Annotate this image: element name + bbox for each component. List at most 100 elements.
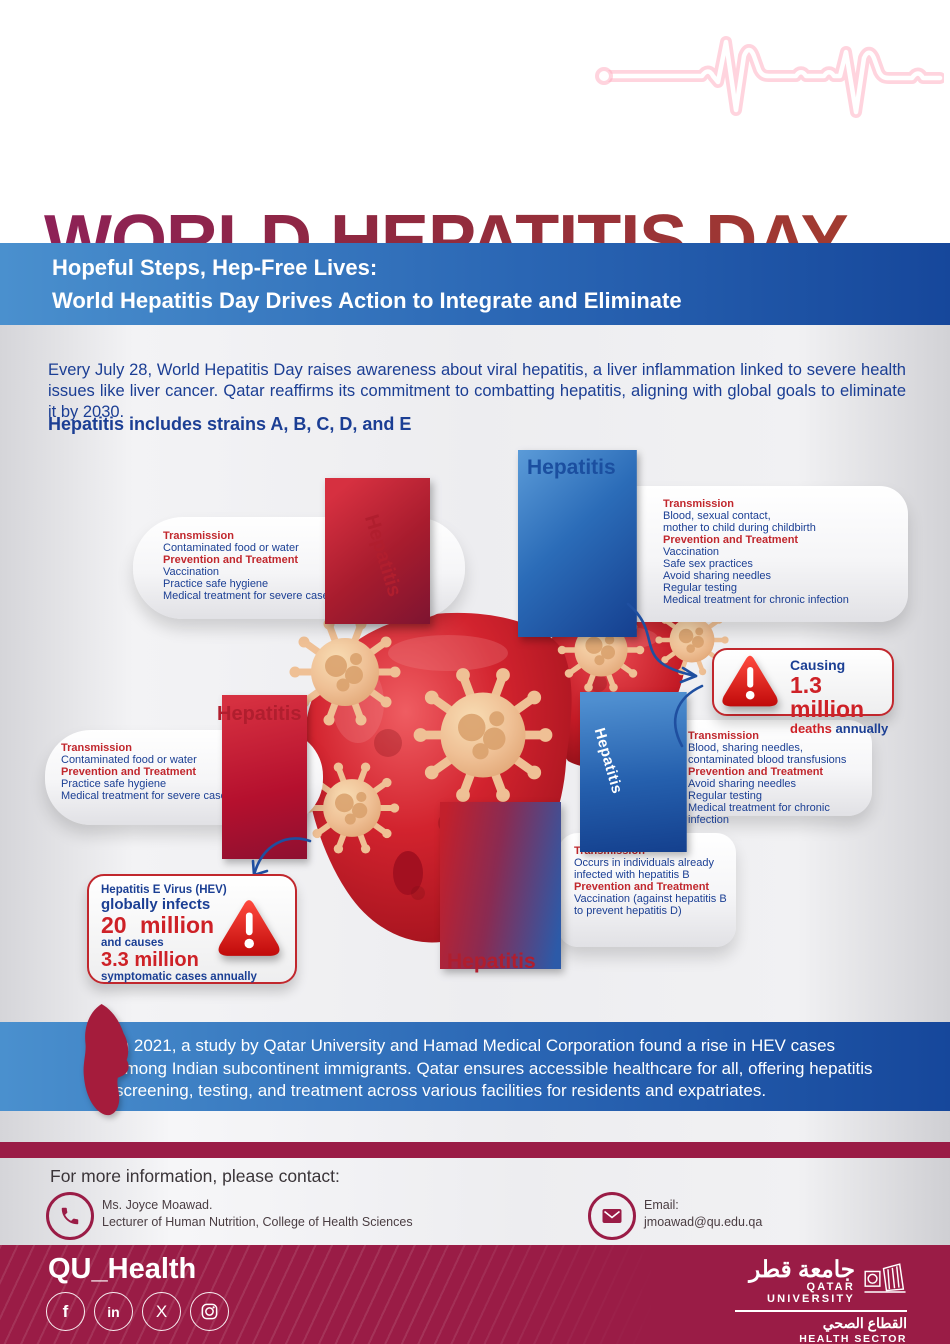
transmission-line: Blood, sharing needles, [688, 742, 803, 754]
heartbeat-ekg-icon [595, 36, 944, 118]
prevention-line: Avoid sharing needles [688, 778, 797, 790]
hev-callout-text: Hepatitis E Virus (HEV) globally infects… [101, 884, 257, 984]
hev-line1: globally infects [101, 896, 211, 913]
qatar-university-logo: جامعة قطر QATAR UNIVERSITY القطاع الصحي … [735, 1257, 907, 1344]
transmission-line: Contaminated food or water [163, 542, 299, 554]
transmission-title: Transmission [688, 730, 759, 742]
hev-title: Hepatitis E Virus (HEV) [101, 884, 227, 896]
transmission-line: Contaminated food or water [61, 754, 197, 766]
hep-d-letter: D [440, 802, 561, 969]
transmission-line: infected with hepatitis B [574, 869, 690, 881]
contact-person: Ms. Joyce Moawad. Lecturer of Human Nutr… [102, 1197, 413, 1231]
transmission-line: Occurs in individuals already [574, 857, 715, 869]
linkedin-glyph: in [107, 1303, 120, 1320]
deaths-suffix: deaths annually [790, 721, 892, 736]
contact-person-role: Lecturer of Human Nutrition, College of … [102, 1215, 413, 1229]
footer-band: QU_Health f in X جامعة قطر [0, 1245, 950, 1344]
transmission-title: Transmission [61, 742, 132, 754]
email-label: Email: [644, 1198, 679, 1212]
lower-background [0, 1111, 950, 1245]
hep-d-card: Transmission Occurs in individuals alrea… [558, 833, 736, 947]
subtitle-banner: Hopeful Steps, Hep-Free Lives: World Hep… [0, 243, 950, 325]
hev-value1: 20 million [101, 912, 215, 938]
prevention-title: Prevention and Treatment [663, 534, 799, 546]
prevention-line: Regular testing [663, 582, 737, 594]
prevention-line: Practice safe hygiene [61, 778, 167, 790]
prevention-line: Vaccination [663, 546, 720, 558]
qatar-map-icon [83, 1003, 129, 1116]
hev-value2: 3.3 million [101, 949, 199, 971]
hep-d-label: Hepatitis [447, 950, 536, 973]
prevention-line: Vaccination [163, 566, 220, 578]
university-building-icon [864, 1263, 906, 1293]
envelope-icon [588, 1192, 636, 1240]
hev-line2: and causes [101, 937, 164, 949]
qu-health-handle: QU_Health [48, 1253, 197, 1285]
instagram-icon[interactable] [190, 1292, 229, 1331]
hep-e-letter: E [222, 695, 308, 859]
email-value[interactable]: jmoawad@qu.edu.qa [644, 1215, 763, 1229]
logo-divider [735, 1310, 907, 1312]
hep-c-card: Transmission Blood, sharing needles, con… [652, 720, 872, 826]
hep-c-letter: C [580, 692, 687, 852]
hep-e-label: Hepatitis [217, 703, 302, 725]
prevention-line: Medical treatment for severe cases [163, 590, 335, 602]
prevention-title: Prevention and Treatment [688, 766, 824, 778]
hev-callout: Hepatitis E Virus (HEV) globally infects… [87, 874, 297, 984]
intro-paragraph: Every July 28, World Hepatitis Day raise… [48, 360, 906, 421]
deaths-value: 1.3 million [790, 672, 865, 722]
hep-b-letter: B [518, 450, 637, 637]
connector-arrow-b [626, 602, 704, 748]
prevention-line: Practice safe hygiene [163, 578, 269, 590]
health-sector-arabic: القطاع الصحي [822, 1314, 907, 1331]
transmission-title: Transmission [163, 530, 234, 542]
instagram-glyph [201, 1303, 218, 1320]
subtitle-line-2: World Hepatitis Day Drives Action to Int… [52, 288, 682, 313]
divider-strip [0, 1142, 950, 1158]
transmission-line: mother to child during childbirth [663, 522, 816, 534]
prevention-line: Regular testing [688, 790, 762, 802]
prevention-line: to prevent hepatitis D) [574, 905, 682, 917]
header-band: ريا بكار دويا تمر واحد ست بكيار با دبا ج… [0, 0, 950, 140]
prevention-line: Medical treatment for chronic infection [663, 594, 849, 606]
transmission-line: contaminated blood transfusions [688, 754, 847, 766]
deaths-callout-text: Causing 1.3 million deaths annually [790, 657, 892, 736]
social-icons: f in X [46, 1292, 229, 1331]
facebook-glyph: f [62, 1302, 69, 1321]
hep-b-label: Hepatitis [527, 456, 616, 479]
hep-b-card: Transmission Blood, sexual contact, moth… [606, 486, 908, 622]
university-name-english: QATAR UNIVERSITY [766, 1281, 855, 1305]
warning-icon [218, 900, 280, 956]
hev-line3: symptomatic cases annually [101, 971, 257, 983]
brand-english: Health Pulse [58, 76, 212, 106]
phone-icon [46, 1192, 94, 1240]
university-name-arabic: جامعة قطر [749, 1256, 855, 1282]
brand-arabic: نبض الصحـة [58, 35, 209, 68]
prevention-title: Prevention and Treatment [163, 554, 299, 566]
strains-heading: Hepatitis includes strains A, B, C, D, a… [48, 414, 412, 434]
study-note: In 2021, a study by Qatar University and… [115, 1036, 873, 1100]
linkedin-icon[interactable]: in [94, 1292, 133, 1331]
x-twitter-icon[interactable]: X [142, 1292, 181, 1331]
contact-heading: For more information, please contact: [50, 1166, 340, 1186]
prevention-line: Avoid sharing needles [663, 570, 772, 582]
prevention-line: Vaccination (against hepatitis B [574, 893, 727, 905]
deaths-word: deaths [790, 721, 832, 736]
health-sector-english: HEALTH SECTOR [799, 1332, 907, 1344]
prevention-title: Prevention and Treatment [61, 766, 197, 778]
prevention-line: Safe sex practices [663, 558, 753, 570]
warning-icon [722, 655, 778, 707]
facebook-icon[interactable]: f [46, 1292, 85, 1331]
hep-b-deaths-callout: Causing 1.3 million deaths annually [712, 648, 894, 736]
prevention-title: Prevention and Treatment [574, 881, 710, 893]
study-note-band [0, 1022, 950, 1111]
hep-a-letter: A [325, 478, 431, 624]
subtitle-line-1: Hopeful Steps, Hep-Free Lives: [52, 255, 378, 280]
prevention-line: Medical treatment for severe cases [61, 790, 233, 802]
transmission-title: Transmission [663, 498, 734, 510]
transmission-line: Blood, sexual contact, [663, 510, 771, 522]
contact-person-name: Ms. Joyce Moawad. [102, 1198, 213, 1212]
deaths-intro: Causing [790, 657, 846, 673]
annually-word: annually [835, 721, 889, 736]
